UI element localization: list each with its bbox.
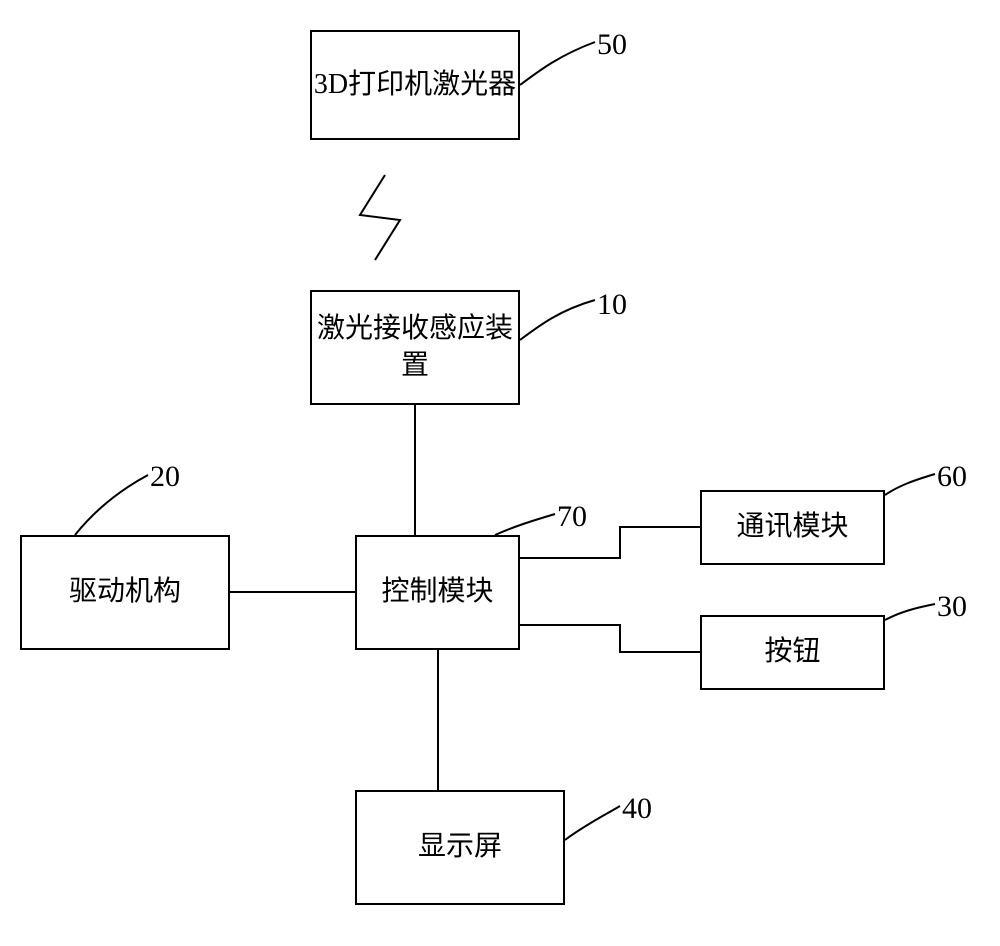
label-30: 30 [937, 590, 967, 624]
node-laser: 3D打印机激光器 [310, 30, 520, 140]
label-20: 20 [150, 460, 180, 494]
node-control-text: 控制模块 [381, 574, 493, 610]
node-comm-text: 通讯模块 [736, 509, 848, 545]
label-40: 40 [622, 792, 652, 826]
label-10: 10 [597, 288, 627, 322]
block-diagram: 3D打印机激光器 50 激光接收感应装置 10 驱动机构 20 控制模块 70 … [0, 0, 1000, 946]
node-button: 按钮 [700, 615, 885, 690]
node-button-text: 按钮 [764, 634, 820, 670]
node-control: 控制模块 [355, 535, 520, 650]
label-50: 50 [597, 28, 627, 62]
node-drive-text: 驱动机构 [69, 574, 181, 610]
node-receiver-text: 激光接收感应装置 [312, 311, 518, 384]
node-receiver: 激光接收感应装置 [310, 290, 520, 405]
label-70: 70 [557, 500, 587, 534]
node-comm: 通讯模块 [700, 490, 885, 565]
node-display: 显示屏 [355, 790, 565, 905]
node-drive: 驱动机构 [20, 535, 230, 650]
node-display-text: 显示屏 [418, 829, 502, 865]
node-laser-text: 3D打印机激光器 [314, 67, 516, 103]
label-60: 60 [937, 460, 967, 494]
